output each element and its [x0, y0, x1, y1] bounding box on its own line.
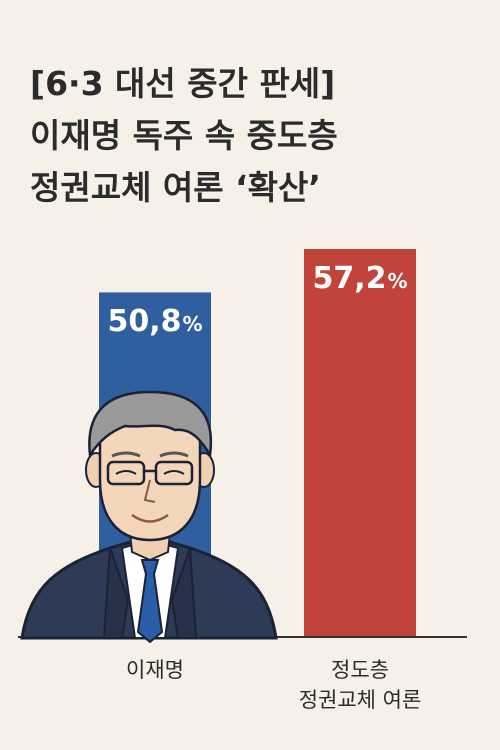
title-line-3: 정권교체 여론 ‘확산’	[30, 168, 321, 207]
title-line-2: 이재명 독주 속 중도층	[30, 116, 338, 155]
category-label-line: 정권교체 여론	[298, 688, 422, 712]
category-label-1: 이재명	[55, 655, 255, 685]
bar-value-number: 57,2	[312, 260, 387, 296]
bar-value-unit: %	[182, 312, 203, 337]
category-label-line: 이재명	[126, 658, 184, 682]
bar-2	[304, 248, 416, 637]
category-label-line: 정도층	[331, 658, 389, 682]
bar-value-label-1: 50,8%	[99, 304, 211, 339]
title-line-1: [6·3 대선 중간 판세]	[30, 64, 336, 103]
chart-title: [6·3 대선 중간 판세] 이재명 독주 속 중도층 정권교체 여론 ‘확산’	[30, 58, 480, 214]
bar-value-unit: %	[387, 268, 408, 293]
bar-value-label-2: 57,2%	[304, 261, 416, 296]
bar-value-number: 50,8	[107, 304, 182, 340]
